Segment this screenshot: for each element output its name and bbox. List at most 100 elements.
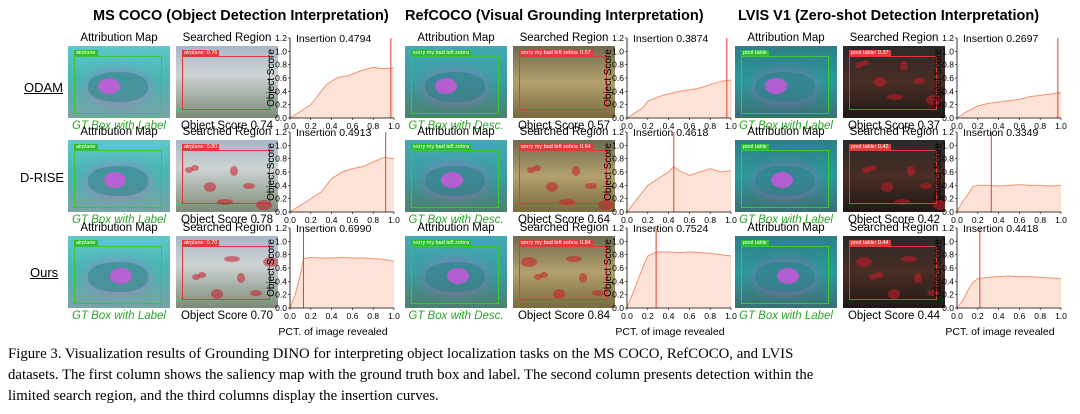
y-tick-label: 0.4 — [275, 180, 287, 190]
masked-region — [894, 199, 910, 205]
insertion-curve — [289, 256, 395, 309]
y-tick-label: 1.2 — [942, 127, 954, 137]
attribution-map-image: sorry my bad left zebra — [405, 46, 507, 118]
x-tick-label: 1.0 — [1055, 215, 1067, 225]
masked-region — [250, 290, 262, 296]
y-tick-label: 1.0 — [275, 236, 287, 246]
masked-region — [204, 182, 216, 192]
detection-tag: sorry my bad left zebra: 0.64 — [519, 144, 593, 150]
x-tick-label: 1.0 — [1055, 311, 1067, 321]
detection-tag: sorry my bad left zebra: 0.84 — [519, 240, 593, 246]
saliency-hotspot — [98, 78, 120, 94]
masked-region — [887, 94, 903, 100]
x-tick-label: 0.0 — [284, 121, 296, 131]
y-tick-label: 0.0 — [942, 207, 954, 217]
searched-region-label: Searched Region — [519, 32, 609, 44]
y-tick-label: 1.0 — [612, 236, 624, 246]
x-tick-label: 0.4 — [993, 215, 1005, 225]
masked-region — [592, 290, 604, 296]
y-tick-label: 0.8 — [942, 250, 954, 260]
searched-region-image: pool table: 0.42 — [843, 140, 945, 212]
x-tick-label: 1.0 — [725, 215, 737, 225]
y-tick-label: 0.6 — [275, 263, 287, 273]
searched-region-label: Searched Region — [849, 32, 939, 44]
x-tick-label: 1.0 — [388, 215, 400, 225]
masked-region — [869, 274, 877, 280]
attribution-map-image: sorry my bad left zebra — [405, 236, 507, 308]
searched-region-label: Searched Region — [519, 222, 609, 234]
insertion-curve — [956, 92, 1062, 119]
insertion-chart: 0.00.20.40.60.81.01.20.0 0.2 0.4 0.6 0.8 1.0O… — [266, 33, 400, 131]
section-title-mscoco: MS COCO (Object Detection Interpretation… — [93, 8, 389, 24]
x-tick-label: 0.0 — [621, 215, 633, 225]
gt-label-tag: sorry my bad left zebra — [411, 240, 471, 246]
gt-label-tag: pool table — [741, 240, 769, 246]
masked-region — [926, 95, 942, 105]
insertion-area — [957, 276, 1061, 308]
insertion-curve — [289, 66, 395, 119]
y-axis-label: Object Score — [266, 239, 277, 297]
insertion-area — [627, 80, 731, 118]
y-tick-label: 0.0 — [275, 303, 287, 313]
y-tick-label: 0.4 — [942, 276, 954, 286]
gt-label-tag: airplane — [74, 144, 98, 150]
y-tick-label: 1.2 — [942, 223, 954, 233]
y-tick-label: 0.6 — [942, 167, 954, 177]
attribution-map-image: airplane — [68, 46, 170, 118]
y-tick-label: 0.0 — [275, 113, 287, 123]
masked-region — [572, 166, 580, 176]
gt-label-tag: airplane — [74, 50, 98, 56]
searched-region-label: Searched Region — [182, 32, 272, 44]
masked-region — [527, 167, 535, 173]
row-label-odam: ODAM — [24, 80, 63, 95]
y-tick-label: 0.6 — [612, 73, 624, 83]
x-tick-label: 0.8 — [1034, 311, 1046, 321]
attribution-map-label: Attribution Map — [747, 126, 825, 138]
insertion-area — [290, 157, 394, 212]
detection-tag: pool table: 0.42 — [849, 144, 891, 150]
insertion-score-label: Insertion 0.7524 — [633, 223, 708, 235]
gt-label-tag: sorry my bad left zebra — [411, 50, 471, 56]
attribution-map-label: Attribution Map — [80, 32, 158, 44]
section-title-lvis: LVIS V1 (Zero-shot Detection Interpretat… — [738, 8, 1040, 24]
y-axis-label: Object Score — [603, 143, 614, 201]
gt-label-tag: sorry my bad left zebra — [411, 144, 471, 150]
detection-tag: airplane: 0.70 — [182, 240, 220, 246]
attribution-map-label: Attribution Map — [80, 222, 158, 234]
y-tick-label: 0.0 — [612, 207, 624, 217]
object-score-value: Object Score 0.84 — [517, 310, 611, 322]
detection-tag: airplane: 0.76 — [182, 50, 220, 56]
y-tick-label: 0.2 — [612, 290, 624, 300]
masked-region — [191, 165, 199, 171]
searched-region-label: Searched Region — [849, 126, 939, 138]
y-tick-label: 0.6 — [942, 73, 954, 83]
masked-region — [914, 273, 922, 283]
y-tick-label: 0.8 — [275, 60, 287, 70]
ground-truth-box — [74, 56, 162, 114]
searched-region-label: Searched Region — [849, 222, 939, 234]
detection-tag: pool table: 0.37 — [849, 50, 891, 56]
saliency-hotspot — [110, 268, 132, 284]
insertion-curve — [626, 251, 732, 309]
y-tick-label: 0.8 — [612, 60, 624, 70]
y-tick-label: 0.4 — [942, 180, 954, 190]
x-tick-label: 0.6 — [1013, 311, 1025, 321]
caption-line-2: datasets. The first column shows the sal… — [8, 367, 814, 383]
y-tick-label: 1.2 — [275, 127, 287, 137]
gt-box-desc: GT Box with Label — [739, 214, 833, 226]
attribution-map-label: Attribution Map — [417, 126, 495, 138]
gt-box-desc: GT Box with Label — [72, 310, 166, 322]
attribution-map-image: sorry my bad left zebra — [405, 140, 507, 212]
masked-region — [598, 200, 614, 210]
searched-region-label: Searched Region — [519, 126, 609, 138]
y-tick-label: 0.6 — [612, 167, 624, 177]
x-tick-label: 0.2 — [642, 311, 654, 321]
saliency-hotspot — [104, 172, 126, 188]
object-score-value: Object Score 0.57 — [517, 120, 611, 132]
insertion-chart: 0.00.20.40.60.81.01.20.0 0.2 0.4 0.6 0.8 1.0O… — [603, 33, 737, 131]
x-tick-label: 0.0 — [284, 311, 296, 321]
ground-truth-box — [741, 150, 829, 208]
masked-region — [521, 257, 537, 267]
object-score-value: Object Score 0.64 — [517, 214, 611, 226]
x-tick-label: 0.6 — [683, 121, 695, 131]
